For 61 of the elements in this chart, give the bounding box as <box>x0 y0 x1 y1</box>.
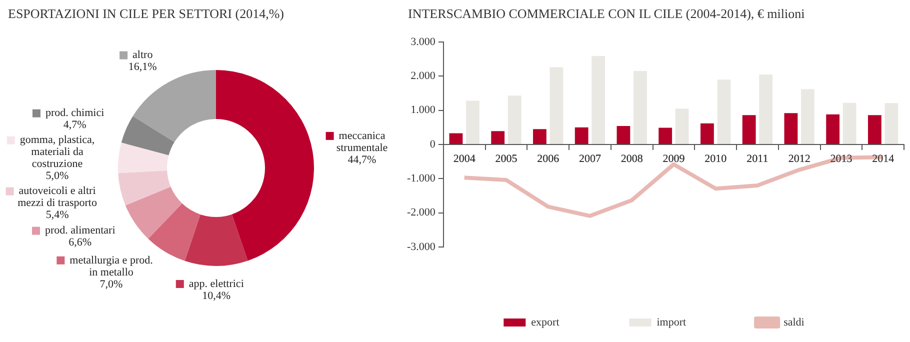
bar <box>634 71 647 144</box>
y-tick-label: -2.000 <box>406 206 436 219</box>
legend-label: autoveicoli e altri mezzi di trasporto <box>18 185 98 210</box>
legend-label: altro <box>132 49 154 62</box>
bar <box>717 80 731 144</box>
data-label: 7,0% <box>100 278 123 290</box>
x-tick-label: 2006 <box>537 152 560 165</box>
y-tick-label: 2.000 <box>410 70 436 82</box>
y-tick-label: 0 <box>430 138 436 150</box>
x-tick-label: 2008 <box>620 152 644 165</box>
y-tick-label: 3.000 <box>410 36 436 48</box>
legend-label: prod. alimentari <box>44 224 116 237</box>
chart-title: ESPORTAZIONI IN CILE PER SETTORI (2014,%) <box>7 5 285 23</box>
bar <box>700 123 714 144</box>
data-label: 5,4% <box>46 209 69 222</box>
data-label: 6,6% <box>68 236 92 249</box>
bar <box>550 67 564 144</box>
legend-label: prod. chimici <box>45 107 104 120</box>
data-label: 44,7% <box>348 154 376 166</box>
bar <box>616 126 630 144</box>
legend-label: import <box>656 316 686 328</box>
bar <box>800 89 814 144</box>
x-tick-label: 2013 <box>830 152 853 165</box>
bar <box>742 115 756 144</box>
legend-label: export <box>531 316 560 328</box>
x-tick-label: 2010 <box>704 152 728 165</box>
data-label: 4,7% <box>63 119 86 132</box>
x-tick-label: 2014 <box>872 152 895 165</box>
legend-label: meccanica strumentale <box>336 130 388 154</box>
legend-label: saldi <box>784 316 804 328</box>
bar <box>491 131 505 144</box>
y-tick-label: -3.000 <box>406 240 436 253</box>
y-tick-label: 1.000 <box>410 104 436 116</box>
bar <box>842 102 856 144</box>
chart-title: INTERSCAMBIO COMMERCIALE CON IL CILE (2004-2014), € milioni <box>407 5 806 23</box>
x-tick-label: 2012 <box>788 152 810 165</box>
legend-label: metallurgia e prod. in metallo <box>70 254 154 278</box>
x-tick-label: 2009 <box>662 152 686 165</box>
legend-label: app. elettrici <box>188 278 244 290</box>
bar <box>658 128 672 144</box>
data-label: 5,0% <box>46 170 69 182</box>
legend-label: gomma, plastica, materiali da costruzione <box>20 134 95 170</box>
data-label: 10,4% <box>202 290 231 302</box>
bar <box>826 114 840 144</box>
bar <box>592 56 606 144</box>
x-tick-label: 2007 <box>578 152 602 165</box>
bar <box>574 127 588 144</box>
data-label: 16,1% <box>128 61 157 74</box>
bar <box>884 103 898 144</box>
bar <box>449 133 463 144</box>
y-tick-label: -1.000 <box>406 172 436 185</box>
bar <box>675 108 689 144</box>
bar <box>784 113 798 144</box>
x-tick-label: 2011 <box>746 152 768 165</box>
bar <box>759 74 773 144</box>
x-tick-label: 2005 <box>495 152 518 165</box>
bar <box>508 96 522 144</box>
bar <box>868 115 882 144</box>
bar <box>533 129 546 144</box>
x-tick-label: 2004 <box>453 152 476 165</box>
bar <box>466 100 480 144</box>
